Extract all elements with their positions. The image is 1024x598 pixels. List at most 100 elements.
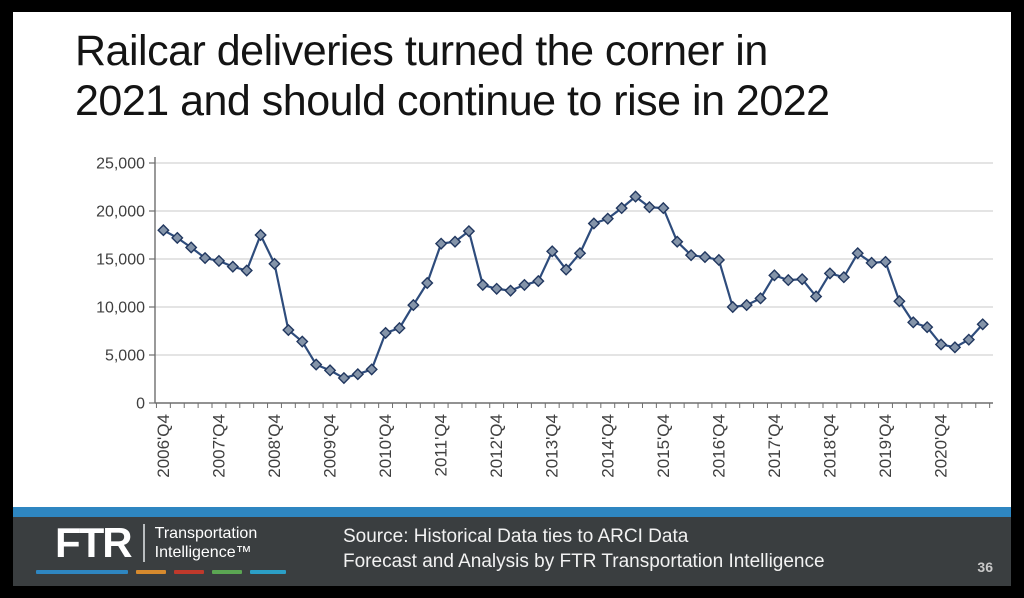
logo-subtitle-line1: Transportation: [154, 525, 258, 542]
x-tick-label: 2015'Q4: [654, 414, 673, 478]
data-point-marker: [448, 235, 462, 248]
logo-dash: [250, 570, 286, 574]
data-point-marker: [837, 271, 851, 284]
data-point-marker: [157, 224, 170, 237]
logo-dash: [136, 570, 166, 574]
data-point-marker: [559, 263, 573, 276]
data-point-marker: [920, 320, 934, 334]
y-tick-label: 5,000: [105, 348, 145, 365]
data-point-marker: [768, 269, 781, 282]
x-tick-label: 2013'Q4: [543, 414, 562, 478]
data-point-marker: [754, 292, 767, 305]
railcar-deliveries-chart: 0 5,000 10,000 15,000 20,000 25,000 2006'Q4 200…: [13, 148, 1011, 507]
data-point-marker: [657, 201, 670, 215]
data-point-marker: [518, 278, 531, 292]
data-point-marker: [671, 235, 684, 248]
logo-dash: [36, 570, 128, 574]
x-tick-label: 2020'Q4: [932, 414, 951, 478]
data-point-marker: [226, 260, 240, 273]
logo-subtitle-line2: Intelligence™: [154, 544, 252, 561]
footer-accent-stripe: [13, 507, 1011, 517]
x-tick-label: 2019'Q4: [876, 414, 895, 478]
x-tick-label: 2017'Q4: [765, 414, 784, 478]
data-point-marker: [851, 247, 864, 260]
page-number: 36: [977, 559, 993, 575]
data-point-marker: [171, 231, 184, 245]
data-point-marker: [546, 245, 559, 258]
source-line1: Source: Historical Data ties to ARCI Dat…: [343, 526, 689, 547]
data-point-marker: [490, 282, 503, 295]
x-tick-label: 2011'Q4: [432, 414, 451, 476]
slide-title-line2: 2021 and should continue to rise in 2022: [75, 77, 830, 125]
data-point-marker: [976, 318, 989, 331]
data-point-marker: [893, 295, 906, 308]
data-point-marker: [407, 298, 420, 312]
x-tick-label: 2006'Q4: [154, 414, 173, 478]
y-tick-label: 20,000: [96, 204, 145, 221]
logo-dash: [174, 570, 204, 574]
x-tick-label: 2009'Q4: [321, 414, 340, 478]
data-point-marker: [643, 200, 656, 214]
x-tick-label: 2008'Q4: [265, 414, 284, 478]
logo-dash: [212, 570, 242, 574]
x-tick-label: 2010'Q4: [376, 414, 395, 478]
ftr-logo-row: FTR Transportation Intelligence™: [36, 519, 286, 566]
footer-bar: FTR Transportation Intelligence™ Source:…: [13, 517, 1011, 586]
data-point-marker: [698, 250, 712, 264]
data-point-marker: [879, 255, 892, 269]
data-point-marker: [823, 267, 837, 280]
y-tick-label: 25,000: [96, 156, 145, 173]
data-point-marker: [865, 256, 878, 270]
data-point-marker: [421, 276, 434, 290]
data-point-marker: [615, 201, 628, 215]
data-point-marker: [782, 273, 795, 287]
data-point-marker: [948, 341, 962, 354]
data-point-marker: [712, 253, 726, 267]
data-point-marker: [240, 264, 253, 277]
data-point-marker: [365, 363, 378, 376]
x-tick-label: 2007'Q4: [209, 414, 228, 478]
y-tick-label: 15,000: [96, 252, 145, 269]
data-point-marker: [795, 272, 809, 286]
source-text: Source: Historical Data ties to ARCI Dat…: [343, 524, 825, 574]
data-point-marker: [726, 300, 739, 314]
data-point-marker: [254, 228, 267, 242]
data-point-marker: [907, 316, 920, 329]
data-point-marker: [684, 248, 698, 262]
data-point-marker: [934, 338, 948, 351]
ftr-logo-text: FTR: [55, 519, 133, 566]
data-point-marker: [309, 358, 323, 371]
data-point-marker: [504, 284, 517, 297]
source-line2: Forecast and Analysis by FTR Transportat…: [343, 551, 825, 572]
data-point-marker: [740, 298, 753, 312]
data-point-marker: [573, 247, 587, 260]
data-point-marker: [462, 224, 476, 238]
slide-content: Railcar deliveries turned the corner in 2…: [13, 12, 1011, 507]
data-point-marker: [476, 278, 489, 292]
data-point-marker: [296, 335, 309, 348]
data-point-marker: [184, 241, 198, 254]
data-point-marker: [268, 257, 281, 270]
data-point-marker: [587, 217, 601, 230]
line-chart-svg: 0 5,000 10,000 15,000 20,000 25,000 2006'Q4 200…: [96, 156, 993, 478]
x-tick-label: 2018'Q4: [820, 414, 839, 478]
y-tick-label: 10,000: [96, 300, 145, 317]
data-point-marker: [434, 237, 448, 250]
y-tick-label: 0: [136, 396, 145, 413]
series-line: [162, 195, 984, 380]
data-point-marker: [323, 364, 337, 377]
data-point-marker: [337, 371, 351, 385]
data-point-marker: [809, 290, 823, 303]
data-point-marker: [532, 274, 545, 288]
slide-title-line1: Railcar deliveries turned the corner in: [75, 27, 768, 75]
x-tick-label: 2014'Q4: [598, 414, 617, 478]
data-point-marker: [601, 212, 614, 225]
slide: Railcar deliveries turned the corner in 2…: [13, 12, 1011, 586]
ftr-logo: FTR Transportation Intelligence™: [36, 519, 286, 574]
x-tick-label: 2012'Q4: [487, 414, 506, 478]
logo-color-dashes: [36, 570, 286, 574]
data-point-marker: [393, 321, 406, 335]
data-point-marker: [198, 251, 212, 265]
data-point-marker: [212, 254, 226, 268]
